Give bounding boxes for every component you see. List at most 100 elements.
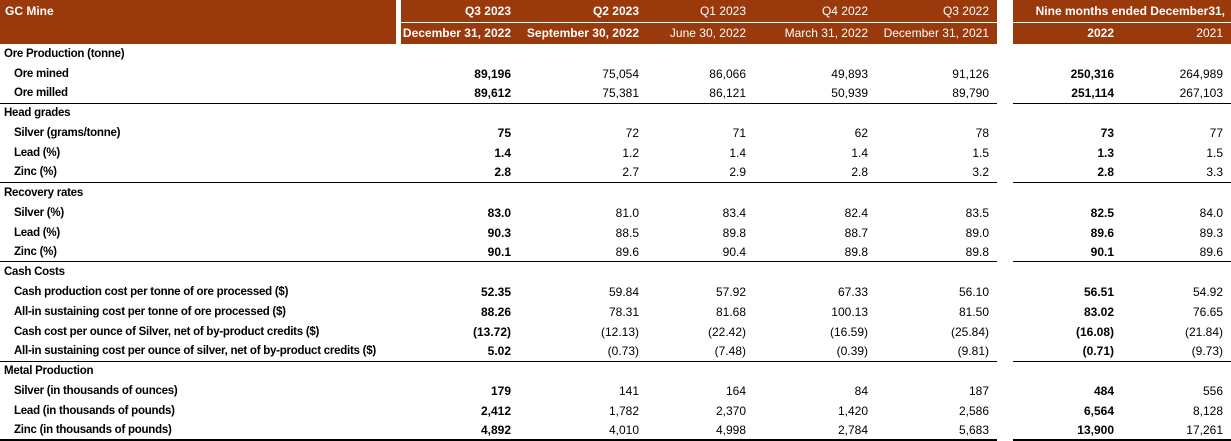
row-label: Lead (%) — [14, 226, 60, 239]
nine-months-value: 77 — [1209, 126, 1223, 141]
quarter-value: 71 — [732, 126, 746, 141]
quarter-value: 75,054 — [602, 66, 639, 81]
row-nine-months-segment: 2.8 3.3 — [1013, 163, 1231, 183]
quarter-value: 4,998 — [715, 422, 746, 437]
quarter-value: 179 — [490, 384, 511, 399]
table-row: Zinc (%) 90.1 89.6 90.4 89.8 89.8 90.1 89.6 — [0, 242, 1231, 263]
row-label: Lead (in thousands of pounds) — [14, 405, 175, 418]
column-gap — [997, 64, 1013, 84]
quarter-label: Q2 2023 — [592, 4, 639, 18]
nine-months-value: 1.5 — [1206, 146, 1223, 161]
nine-months-value: 264,989 — [1179, 66, 1223, 81]
nine-months-years-row: 2022 2021 — [1013, 22, 1231, 43]
quarter-value: 72 — [625, 126, 639, 141]
column-gap — [997, 421, 1013, 441]
row-nine-months-segment: 250,316 264,989 — [1013, 64, 1231, 84]
row-main-segment: Silver (in thousands of ounces) 179 141 164… — [0, 381, 997, 401]
table-row: Ore milled 89,612 75,381 86,121 50,939 89,790… — [0, 84, 1231, 104]
quarter-value: 81.50 — [958, 304, 989, 319]
row-main-segment: Recovery rates — [0, 183, 997, 203]
row-main-segment: Cash Costs — [0, 262, 997, 282]
nine-months-value: 13,900 — [1077, 422, 1114, 437]
row-main-segment: Cash cost per ounce of Silver, net of by… — [0, 322, 997, 342]
quarter-value: 82.4 — [844, 205, 868, 220]
row-label: Zinc (%) — [14, 245, 57, 258]
quarter-value: 62 — [854, 126, 868, 141]
quarter-value: 2,784 — [837, 422, 868, 437]
quarter-value: (0.39) — [836, 344, 868, 359]
quarter-value: (9.81) — [957, 344, 989, 359]
quarter-value: 164 — [725, 384, 746, 399]
quarter-value: (0.73) — [607, 344, 639, 359]
quarter-value: (7.48) — [714, 344, 746, 359]
nine-months-value: 250,316 — [1070, 66, 1114, 81]
quarter-value: 81.68 — [715, 304, 746, 319]
row-main-segment: Ore mined 89,196 75,054 86,066 49,893 91,126 — [0, 64, 997, 84]
quarter-value: 59.84 — [608, 285, 639, 300]
quarter-value: 2.8 — [851, 165, 868, 180]
column-gap — [997, 322, 1013, 342]
quarter-value: 100.13 — [831, 304, 868, 319]
table-row: Silver (%) 83.0 81.0 83.4 82.4 83.5 82.5 84.0 — [0, 203, 1231, 223]
quarter-value: 2.7 — [622, 165, 639, 180]
quarter-value: 1.4 — [729, 146, 746, 161]
section-title: Cash Costs — [4, 266, 65, 279]
quarter-value: 1,420 — [837, 404, 868, 419]
column-gap — [997, 44, 1013, 64]
section-title: Recovery rates — [4, 186, 83, 199]
column-gap — [997, 362, 1013, 382]
quarter-value: 88.26 — [480, 304, 511, 319]
nine-months-value: (0.71) — [1082, 344, 1114, 359]
column-gap — [997, 143, 1013, 163]
quarter-value: 5,683 — [958, 422, 989, 437]
table-row: Lead (%) 1.4 1.2 1.4 1.4 1.5 1.3 1.5 — [0, 143, 1231, 163]
row-label: All-in sustaining cost per tonne of ore … — [14, 305, 286, 318]
row-label: Ore mined — [14, 67, 69, 80]
table-row: Ore mined 89,196 75,054 86,066 49,893 91,126 2… — [0, 64, 1231, 84]
nine-months-value: 83.02 — [1083, 304, 1114, 319]
row-nine-months-segment — [1013, 262, 1231, 282]
table-row: Cash production cost per tonne of ore pr… — [0, 282, 1231, 302]
row-main-segment: Ore Production (tonne) — [0, 44, 997, 64]
row-label: Lead (%) — [14, 147, 60, 160]
row-main-segment: Head grades — [0, 104, 997, 124]
quarter-label: Q4 2022 — [821, 4, 868, 18]
row-main-segment: Ore milled 89,612 75,381 86,121 50,939 89,790 — [0, 84, 997, 104]
quarter-date: December 31, 2022 — [402, 26, 511, 40]
table-row: All-in sustaining cost per ounce of silv… — [0, 342, 1231, 362]
table-body: Ore Production (tonne) Ore mined 89,196 75,… — [0, 44, 1231, 441]
nine-months-year: 2022 — [1087, 26, 1114, 40]
quarter-value: 4,010 — [608, 422, 639, 437]
row-nine-months-segment: (0.71) (9.73) — [1013, 342, 1231, 362]
row-nine-months-segment: 83.02 76.65 — [1013, 302, 1231, 322]
quarter-value: 89,612 — [474, 86, 511, 101]
quarter-value: 75 — [497, 126, 511, 141]
quarter-value: 52.35 — [480, 285, 511, 300]
quarter-value: 75,381 — [602, 86, 639, 101]
row-label: Zinc (in thousands of pounds) — [14, 423, 172, 436]
nine-months-year: 2021 — [1196, 26, 1223, 40]
quarter-value: 89,790 — [952, 86, 989, 101]
column-gap — [997, 342, 1013, 362]
section-title: Metal Production — [4, 365, 94, 378]
nine-months-value: 89.6 — [1090, 225, 1114, 240]
nine-months-value: 556 — [1202, 384, 1223, 399]
column-gap — [997, 123, 1013, 143]
nine-months-value: 90.1 — [1090, 244, 1114, 259]
quarter-value: 1.4 — [494, 146, 511, 161]
table-row: Silver (in thousands of ounces) 179 141 164… — [0, 381, 1231, 401]
row-main-segment: Cash production cost per tonne of ore pr… — [0, 282, 997, 302]
quarter-value: 83.4 — [722, 205, 746, 220]
row-nine-months-segment — [1013, 104, 1231, 124]
column-gap — [997, 381, 1013, 401]
row-nine-months-segment — [1013, 362, 1231, 382]
nine-months-value: 484 — [1093, 384, 1114, 399]
section-header-row: Head grades — [0, 104, 1231, 124]
row-nine-months-segment: 82.5 84.0 — [1013, 203, 1231, 223]
section-title: Head grades — [4, 107, 71, 120]
quarter-value: 5.02 — [487, 344, 511, 359]
nine-months-value: 8,128 — [1192, 404, 1223, 419]
nine-months-value: 82.5 — [1090, 205, 1114, 220]
column-gap — [997, 203, 1013, 223]
